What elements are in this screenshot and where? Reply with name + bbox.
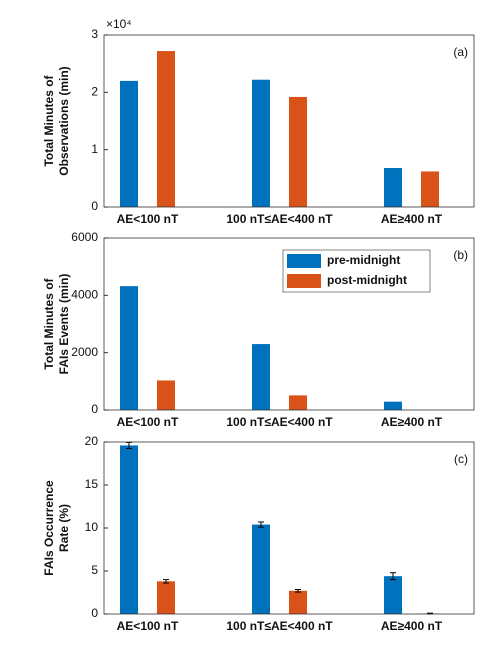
bar [289,590,307,614]
bar [157,380,175,410]
y-axis-label: FAIs Events (min) [57,274,71,375]
x-tick-label: AE<100 nT [117,619,179,633]
x-tick-label: AE<100 nT [117,212,179,226]
legend-label: post-midnight [327,273,407,287]
bar [120,80,138,207]
bar [157,51,175,208]
panel-label: (a) [453,45,468,59]
y-axis-label: Total Minutes of [42,277,56,369]
error-bar [126,441,132,449]
y-tick-label: 15 [85,477,99,491]
y-tick-label: 10 [85,520,99,534]
y-axis-label: Total Minutes of [42,74,56,166]
legend: pre-midnight post-midnight [282,249,431,293]
y-tick-label: 6000 [71,230,98,244]
legend-label: pre-midnight [327,253,400,267]
plot-frame [103,34,475,208]
x-tick-label: AE≥400 nT [381,415,443,429]
error-bar [258,521,264,528]
error-bar [295,588,301,593]
y-axis-label: FAIs Occurrence [42,480,56,576]
panel-label: (b) [453,248,468,262]
x-tick-label: 100 nT≤AE<400 nT [226,212,333,226]
legend-swatch [287,254,321,268]
y-tick-label: 0 [91,402,98,416]
y-tick-label: 2 [91,85,98,99]
plot-frame [103,441,475,615]
x-tick-label: AE<100 nT [117,415,179,429]
panel-label: (c) [454,452,468,466]
bar [384,576,402,614]
bar [289,395,307,410]
y-axis-label: Rate (%) [57,504,71,552]
bar [289,96,307,207]
bar [120,445,138,614]
x-tick-label: AE≥400 nT [381,212,443,226]
bar [421,171,439,207]
x-tick-label: AE≥400 nT [381,619,443,633]
y-tick-label: 3 [91,27,98,41]
y-tick-label: 0 [91,606,98,620]
y-tick-label: 2000 [71,345,98,359]
y-tick-label: 4000 [71,288,98,302]
bar [157,581,175,614]
y-tick-label: 1 [91,142,98,156]
error-bar [163,579,169,584]
y-scale-label: ×10⁴ [106,17,132,31]
y-tick-label: 5 [91,563,98,577]
x-tick-label: 100 nT≤AE<400 nT [226,619,333,633]
bar [252,344,270,410]
bar [252,79,270,207]
y-tick-label: 0 [91,199,98,213]
error-bar [390,572,396,581]
legend-swatch [287,274,321,288]
plot-frame [103,237,475,411]
bar [252,524,270,614]
y-axis-label: Observations (min) [57,66,71,175]
x-tick-label: 100 nT≤AE<400 nT [226,415,333,429]
bar [384,401,402,410]
bar [384,168,402,207]
bar [120,286,138,410]
y-tick-label: 20 [85,434,99,448]
